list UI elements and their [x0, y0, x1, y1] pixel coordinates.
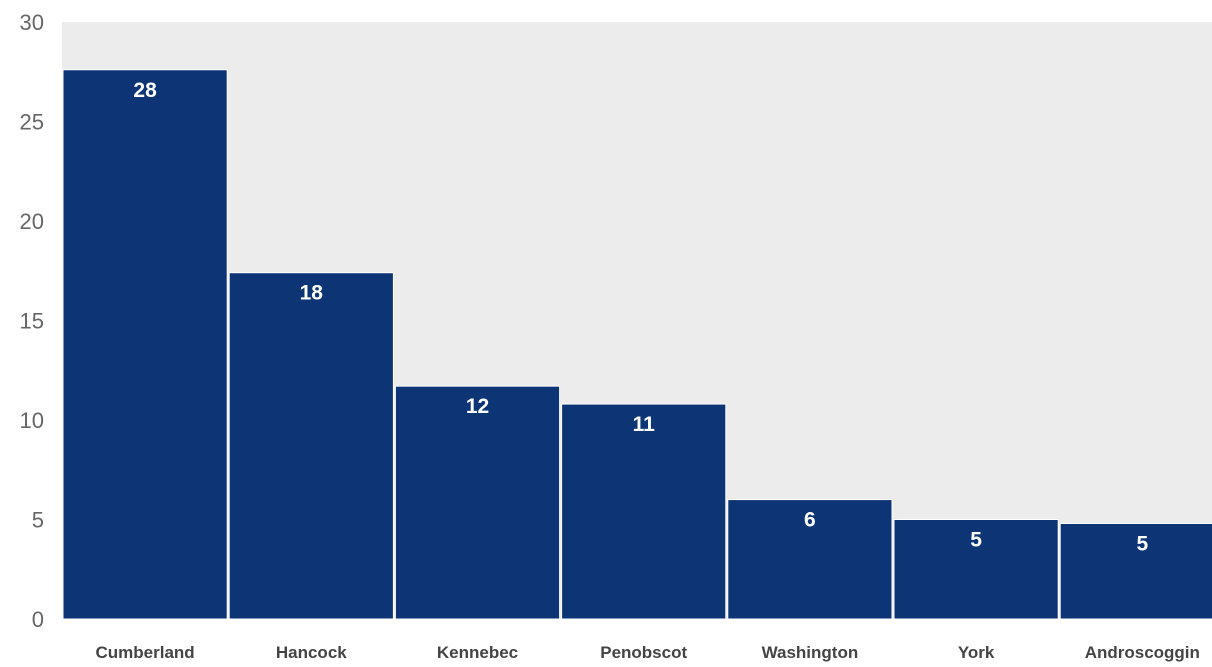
bar-kennebec[interactable]: [394, 385, 561, 620]
data-label-york: 5: [970, 529, 982, 552]
bar-penobscot[interactable]: [561, 403, 727, 620]
data-label-penobscot: 11: [633, 413, 656, 436]
y-tick-label-20: 20: [20, 209, 44, 234]
y-tick-label-30: 30: [20, 10, 44, 35]
bar-washington[interactable]: [727, 499, 893, 620]
x-axis-ticks: Cumberland Hancock Kennebec Penobscot Washin…: [96, 643, 1200, 662]
x-tick-label-york: York: [958, 643, 995, 662]
y-tick-label-10: 10: [20, 408, 44, 433]
x-tick-label-androscoggin: Androscoggin: [1085, 643, 1200, 662]
y-tick-label-0: 0: [32, 607, 44, 632]
x-tick-label-hancock: Hancock: [276, 643, 347, 662]
data-label-androscoggin: 5: [1136, 532, 1148, 555]
data-labels-group: 28 18 12 11 6 5 5: [133, 79, 1148, 556]
x-tick-label-kennebec: Kennebec: [437, 643, 518, 662]
data-label-washington: 6: [804, 509, 816, 532]
data-label-hancock: 18: [300, 282, 324, 305]
y-axis-ticks: 0 5 10 15 20 25 30: [20, 10, 44, 632]
data-label-cumberland: 28: [133, 79, 157, 102]
bar-york[interactable]: [893, 519, 1059, 620]
data-label-kennebec: 12: [466, 395, 489, 418]
x-tick-label-cumberland: Cumberland: [96, 643, 195, 662]
y-tick-label-5: 5: [32, 508, 44, 533]
x-tick-label-penobscot: Penobscot: [600, 643, 687, 662]
bar-cumberland[interactable]: [62, 69, 228, 620]
bar-hancock[interactable]: [228, 272, 394, 620]
x-tick-label-washington: Washington: [762, 643, 859, 662]
y-tick-label-25: 25: [20, 110, 44, 135]
y-tick-label-15: 15: [20, 309, 44, 334]
bar-androscoggin[interactable]: [1059, 522, 1212, 620]
bars-group: [62, 69, 1212, 620]
